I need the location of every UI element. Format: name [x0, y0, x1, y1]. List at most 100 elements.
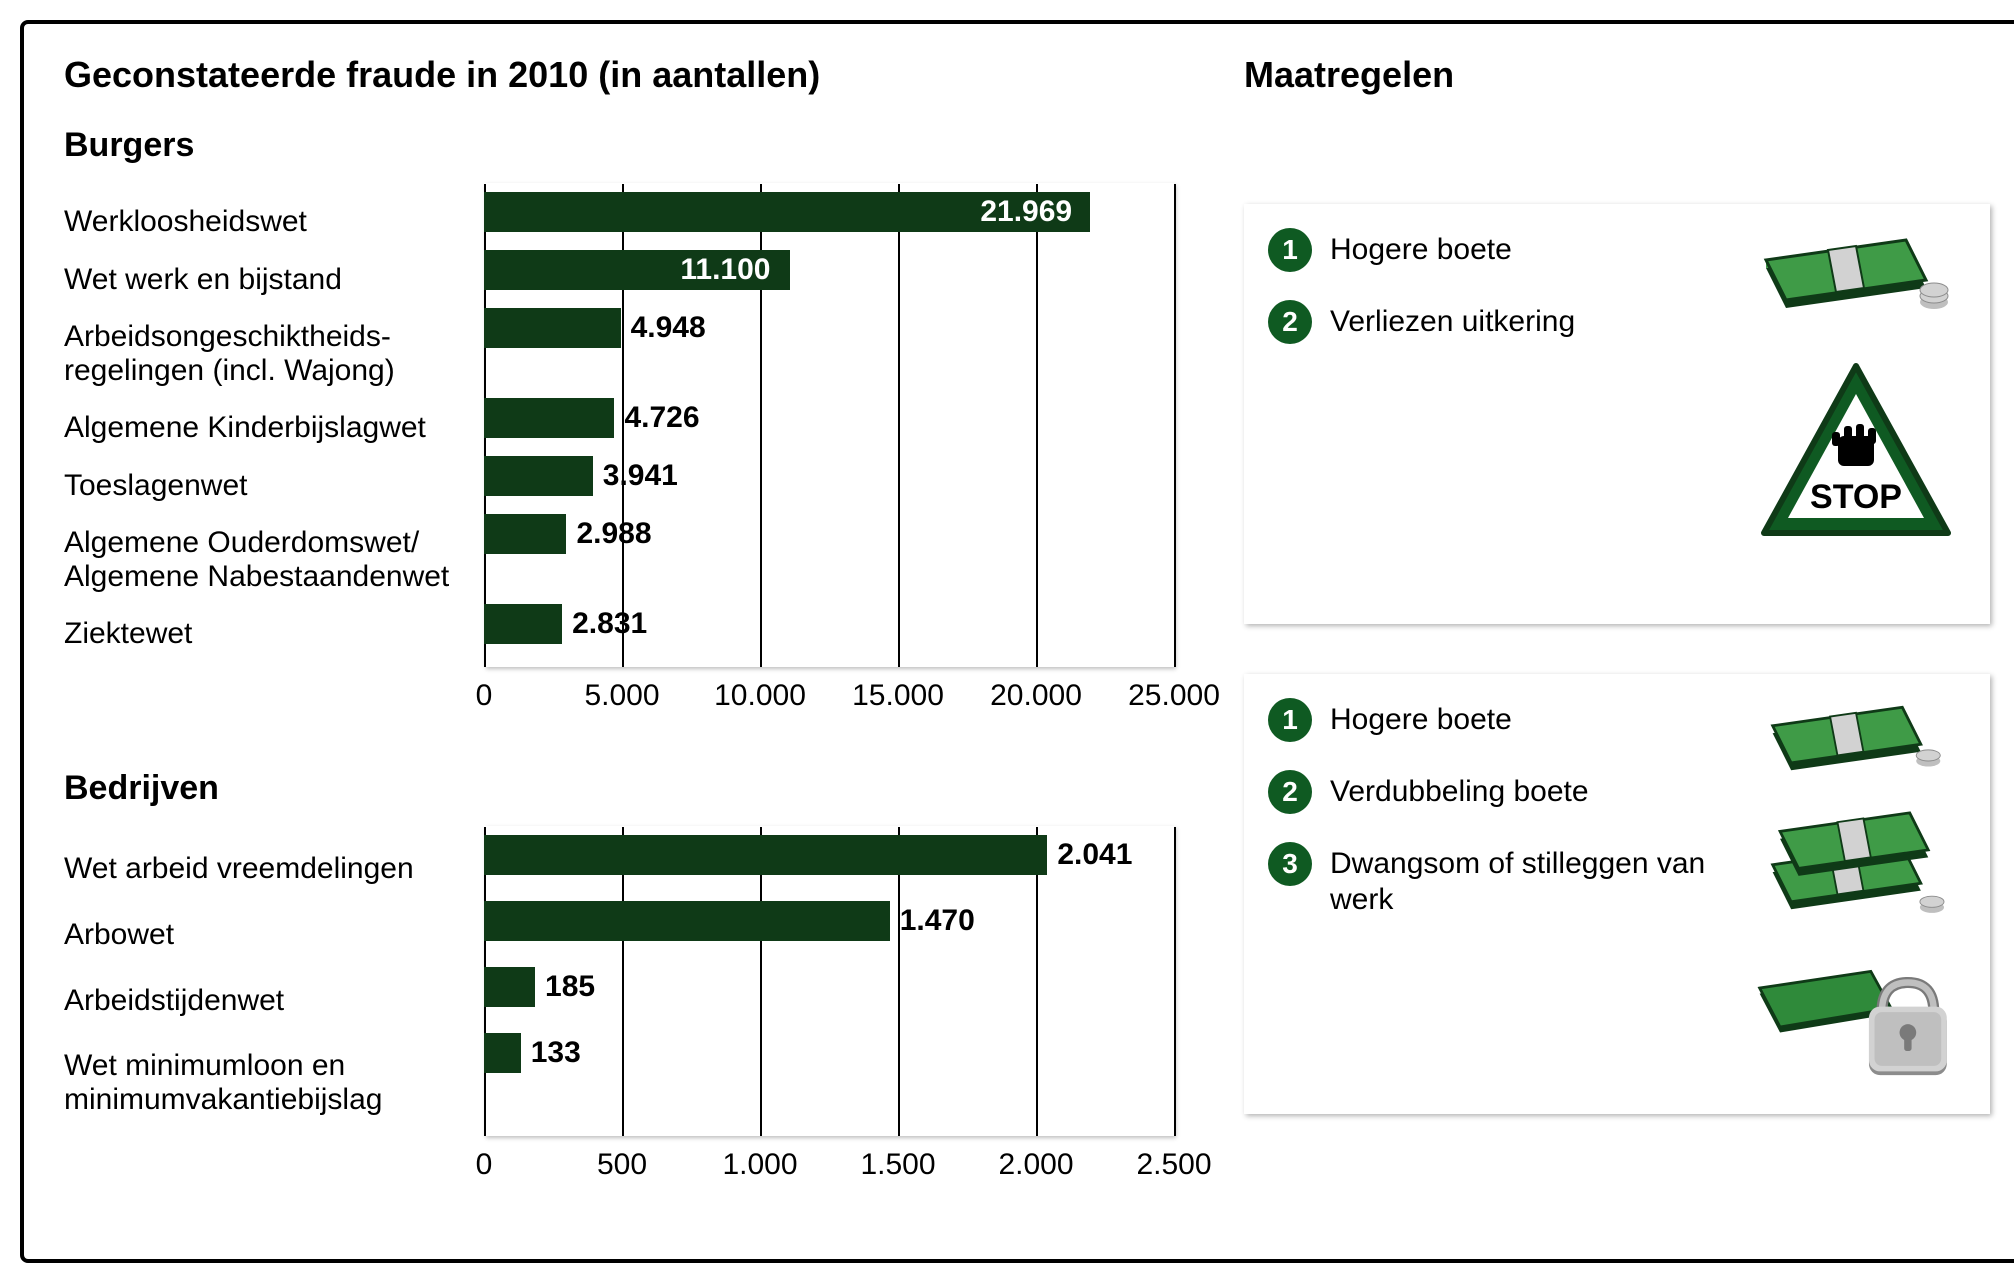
measure-text: Verliezen uitkering [1330, 300, 1575, 340]
bar-value-label: 4.948 [631, 311, 706, 345]
lock-icon [1746, 951, 1966, 1090]
bar-value-label: 185 [545, 970, 595, 1004]
y-axis-label: Wet minimumloon en minimumvakantiebijsla… [64, 1034, 484, 1132]
heading-burgers: Burgers [64, 126, 1184, 165]
number-badge: 3 [1268, 842, 1312, 886]
panel-burgers: 1 Hogere boete 2 Verliezen uitkering [1244, 204, 1990, 624]
measure-text: Hogere boete [1330, 698, 1512, 738]
number-badge: 2 [1268, 770, 1312, 814]
y-axis-label: Toeslagenwet [64, 457, 484, 515]
y-axis-label: Arbowet [64, 902, 484, 968]
grid-line [898, 184, 900, 667]
y-axis-label: Algemene Ouderdomswet/ Algemene Nabestaa… [64, 515, 484, 605]
bar [484, 398, 614, 438]
x-tick-label: 20.000 [990, 679, 1082, 713]
money-double-icon [1756, 811, 1956, 931]
y-labels-burgers: WerkloosheidswetWet werk en bijstandArbe… [64, 183, 484, 719]
chart-bedrijven: Wet arbeid vreemdelingenArbowetArbeidsti… [64, 826, 1184, 1188]
x-tick-label: 500 [597, 1148, 647, 1182]
bar-row: 1.470 [484, 901, 975, 941]
bar [484, 967, 535, 1007]
grid-line [1174, 827, 1176, 1136]
panel-bedrijven: 1 Hogere boete 2 Verdubbeling boete 3 Dwangso… [1244, 674, 1990, 1114]
measures-bedrijven: 1 Hogere boete 2 Verdubbeling boete 3 Dwangso… [1268, 698, 1726, 1090]
bar-row: 133 [484, 1033, 581, 1073]
stop-sign-icon: STOP [1756, 358, 1956, 558]
chart-burgers: WerkloosheidswetWet werk en bijstandArbe… [64, 183, 1184, 719]
heading-bedrijven: Bedrijven [64, 769, 1184, 808]
bar [484, 604, 562, 644]
x-axis-burgers: 05.00010.00015.00020.00025.000 [484, 679, 1174, 719]
bar-value-label: 1.470 [900, 904, 975, 938]
measure-item: 2 Verliezen uitkering [1268, 300, 1726, 344]
bar-value-label: 2.988 [576, 517, 651, 551]
chart-area-bedrijven: 2.0411.470185133 05001.0001.5002.0002.50… [484, 826, 1184, 1188]
right-column: Maatregelen 1 Hogere boete 2 Verliezen uitk… [1244, 54, 1990, 1219]
x-tick-label: 0 [476, 1148, 493, 1182]
bar-row: 4.948 [484, 308, 706, 348]
plot-burgers: 21.969 11.100 4.948 4.726 3.941 2.988 2.831 [484, 183, 1174, 667]
y-labels-bedrijven: Wet arbeid vreemdelingenArbowetArbeidsti… [64, 826, 484, 1188]
grid-line [1036, 184, 1038, 667]
y-axis-label: Arbeidsongeschiktheids- regelingen (incl… [64, 309, 484, 399]
title-right: Maatregelen [1244, 54, 1990, 96]
bar [484, 308, 621, 348]
x-tick-label: 1.500 [860, 1148, 935, 1182]
bar-row: 185 [484, 967, 595, 1007]
x-tick-label: 5.000 [584, 679, 659, 713]
plot-bedrijven: 2.041 1.470 185 133 [484, 826, 1174, 1136]
bar-row: 2.831 [484, 604, 647, 644]
bar [484, 901, 890, 941]
measure-item: 3 Dwangsom of stilleggen van werk [1268, 842, 1726, 918]
money-stack-icon [1756, 228, 1956, 338]
title-left: Geconstateerde fraude in 2010 (in aantal… [64, 54, 1184, 96]
y-axis-label: Wet arbeid vreemdelingen [64, 836, 484, 902]
bar-row: 4.726 [484, 398, 700, 438]
panel-icons-burgers: STOP [1746, 228, 1966, 600]
bar-value-label: 2.041 [1057, 838, 1132, 872]
measure-text: Hogere boete [1330, 228, 1512, 268]
measure-item: 1 Hogere boete [1268, 228, 1726, 272]
y-axis-label: Werkloosheidswet [64, 193, 484, 251]
bar-value-label: 133 [531, 1036, 581, 1070]
x-tick-label: 25.000 [1128, 679, 1220, 713]
bar-value-label: 21.969 [980, 195, 1084, 229]
bar-row: 2.041 [484, 835, 1132, 875]
number-badge: 1 [1268, 698, 1312, 742]
bar [484, 1033, 521, 1073]
chart-area-burgers: 21.96911.1004.9484.7263.9412.9882.831 05… [484, 183, 1184, 719]
measure-text: Dwangsom of stilleggen van werk [1330, 842, 1726, 918]
x-tick-label: 15.000 [852, 679, 944, 713]
bar-value-label: 2.831 [572, 607, 647, 641]
bar-value-label: 4.726 [624, 401, 699, 435]
measure-text: Verdubbeling boete [1330, 770, 1589, 810]
bar [484, 835, 1047, 875]
y-axis-label: Wet werk en bijstand [64, 251, 484, 309]
number-badge: 2 [1268, 300, 1312, 344]
svg-text:STOP: STOP [1810, 478, 1902, 516]
y-axis-label: Algemene Kinderbijslagwet [64, 399, 484, 457]
measure-item: 1 Hogere boete [1268, 698, 1726, 742]
infographic-frame: Geconstateerde fraude in 2010 (in aantal… [20, 20, 2014, 1263]
left-column: Geconstateerde fraude in 2010 (in aantal… [64, 54, 1184, 1219]
x-tick-label: 2.500 [1136, 1148, 1211, 1182]
y-axis-label: Ziektewet [64, 605, 484, 663]
bar-row: 3.941 [484, 456, 678, 496]
x-tick-label: 0 [476, 679, 493, 713]
measure-item: 2 Verdubbeling boete [1268, 770, 1726, 814]
bar [484, 514, 566, 554]
x-tick-label: 2.000 [998, 1148, 1073, 1182]
bar [484, 456, 593, 496]
number-badge: 1 [1268, 228, 1312, 272]
bar-row: 2.988 [484, 514, 652, 554]
grid-line [1174, 184, 1176, 667]
x-axis-bedrijven: 05001.0001.5002.0002.500 [484, 1148, 1174, 1188]
bar-row: 21.969 [484, 192, 1084, 232]
bar-row: 11.100 [484, 250, 782, 290]
y-axis-label: Arbeidstijdenwet [64, 968, 484, 1034]
money-stack-icon [1756, 698, 1956, 791]
measures-burgers: 1 Hogere boete 2 Verliezen uitkering [1268, 228, 1726, 600]
bar-value-label: 3.941 [603, 459, 678, 493]
bar-value-label: 11.100 [680, 253, 782, 287]
x-tick-label: 10.000 [714, 679, 806, 713]
